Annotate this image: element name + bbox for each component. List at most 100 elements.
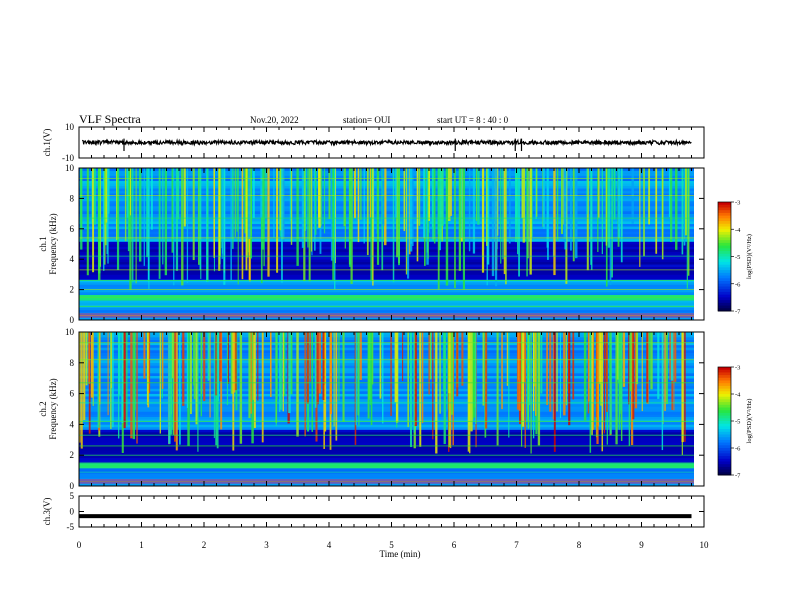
s2-sferic: [475, 332, 477, 424]
s1-sferic: [503, 168, 506, 275]
cb1-swatch: [718, 229, 731, 233]
s2-sferic: [669, 332, 671, 380]
s2-noise-row: [79, 483, 694, 487]
s1-sferic: [454, 168, 456, 289]
cb1-swatch: [718, 272, 731, 277]
ch1-ytick-label: 10: [65, 122, 75, 132]
cb2-swatch: [718, 402, 731, 406]
s2-sferic: [315, 332, 318, 442]
s1-noise-row: [79, 287, 694, 290]
s2-noise-row: [79, 349, 694, 353]
s1-sferic: [684, 168, 687, 236]
ch3-waveform-trace: [79, 514, 692, 519]
s1-sferic: [661, 168, 664, 260]
cb2-swatch: [718, 377, 731, 381]
s1-sferic: [132, 168, 134, 283]
s2-sferic: [276, 332, 278, 400]
s1-sferic: [631, 168, 634, 224]
cb2-swatch: [718, 410, 731, 414]
s2-sferic: [250, 332, 252, 414]
cb1-swatch: [718, 305, 731, 309]
s1-sferic: [360, 168, 362, 220]
cb1-swatch: [718, 210, 731, 214]
cb2-swatch: [718, 450, 731, 454]
cb1-swatch: [718, 245, 731, 249]
ch1-waveform-panel: 10 -10 ch.1(V): [42, 122, 705, 163]
s1-sferic: [433, 168, 436, 244]
s2-sferic: [217, 332, 219, 401]
cb1-tick-label: -6: [735, 281, 741, 288]
cb1-swatch: [718, 281, 731, 285]
s1-sferic: [357, 168, 360, 243]
cb2-swatch: [718, 429, 731, 433]
s1-sferic: [468, 168, 471, 252]
s1-noise-row: [79, 198, 694, 202]
s2-sferic: [563, 332, 566, 416]
cb1-swatch: [718, 231, 731, 236]
s2-sferic: [407, 332, 409, 428]
s1-noise-row: [79, 256, 694, 260]
start-time-label: start UT = 8 : 40 : 0: [437, 115, 509, 125]
s1-sferic: [349, 168, 352, 267]
s1-sferic: [681, 168, 684, 255]
cb1-swatch: [718, 261, 731, 266]
s2-sferic: [338, 332, 340, 401]
s1-sferic: [609, 168, 612, 286]
s2-sferic: [528, 332, 531, 406]
s2-sferic: [91, 332, 94, 398]
s2-sferic: [379, 332, 382, 399]
s2-sferic: [174, 332, 177, 442]
s2-noise-row: [79, 473, 694, 477]
s1-sferic: [458, 168, 462, 271]
s1-sferic: [263, 168, 265, 267]
s2-noise-row: [79, 416, 694, 420]
s1-sferic: [86, 168, 89, 276]
s1-noise-row: [79, 195, 694, 199]
s1-sferic: [307, 168, 309, 248]
s1-sferic: [481, 168, 485, 273]
s1-sferic: [314, 168, 317, 235]
cb1-swatch: [718, 251, 731, 255]
s1-noise-row: [79, 238, 694, 242]
s1-sferic: [407, 168, 410, 279]
s2-sferic: [533, 332, 535, 411]
s1-noise-row: [79, 271, 694, 275]
s2-noise-row: [79, 421, 694, 425]
s2-ytick-label: 4: [70, 419, 75, 429]
s1-sferic: [107, 168, 109, 264]
s2-sferic: [591, 332, 593, 435]
s1-sferic: [427, 168, 429, 259]
s1-sferic: [246, 168, 249, 258]
s2-sferic: [168, 332, 171, 444]
s1-noise-row: [79, 297, 694, 301]
s2-sferic: [117, 332, 120, 439]
s2-sferic: [253, 332, 256, 428]
cb1-swatch: [718, 294, 731, 298]
s1-sferic: [289, 168, 292, 222]
cb2-swatch: [718, 421, 731, 425]
s2-sferic: [450, 332, 454, 415]
s1-sferic: [432, 168, 435, 242]
s2-noise-row: [79, 403, 694, 407]
s2-sferic: [609, 332, 611, 382]
s1-sferic: [575, 168, 578, 259]
s2-sferic: [370, 332, 373, 426]
s2-sferic: [592, 332, 595, 430]
s2-sferic: [172, 332, 175, 435]
s2-noise-row: [79, 439, 694, 443]
s2-sferic: [370, 332, 372, 406]
s1-sferic: [126, 168, 129, 218]
cb2-swatch: [718, 464, 731, 468]
s2-noise-row: [79, 442, 694, 446]
s2-noise-row: [79, 362, 694, 366]
s1-ytick-label: 10: [65, 163, 75, 173]
s2-sferic: [432, 332, 434, 440]
s1-sferic: [486, 168, 488, 246]
s2-sferic: [85, 332, 88, 386]
s2-sferic: [143, 332, 146, 379]
s1-sferic: [230, 168, 232, 281]
s2-sferic: [186, 332, 188, 408]
s2-noise-row: [79, 465, 694, 469]
s2-noise-row: [79, 424, 694, 428]
s1-sferic: [605, 168, 608, 246]
